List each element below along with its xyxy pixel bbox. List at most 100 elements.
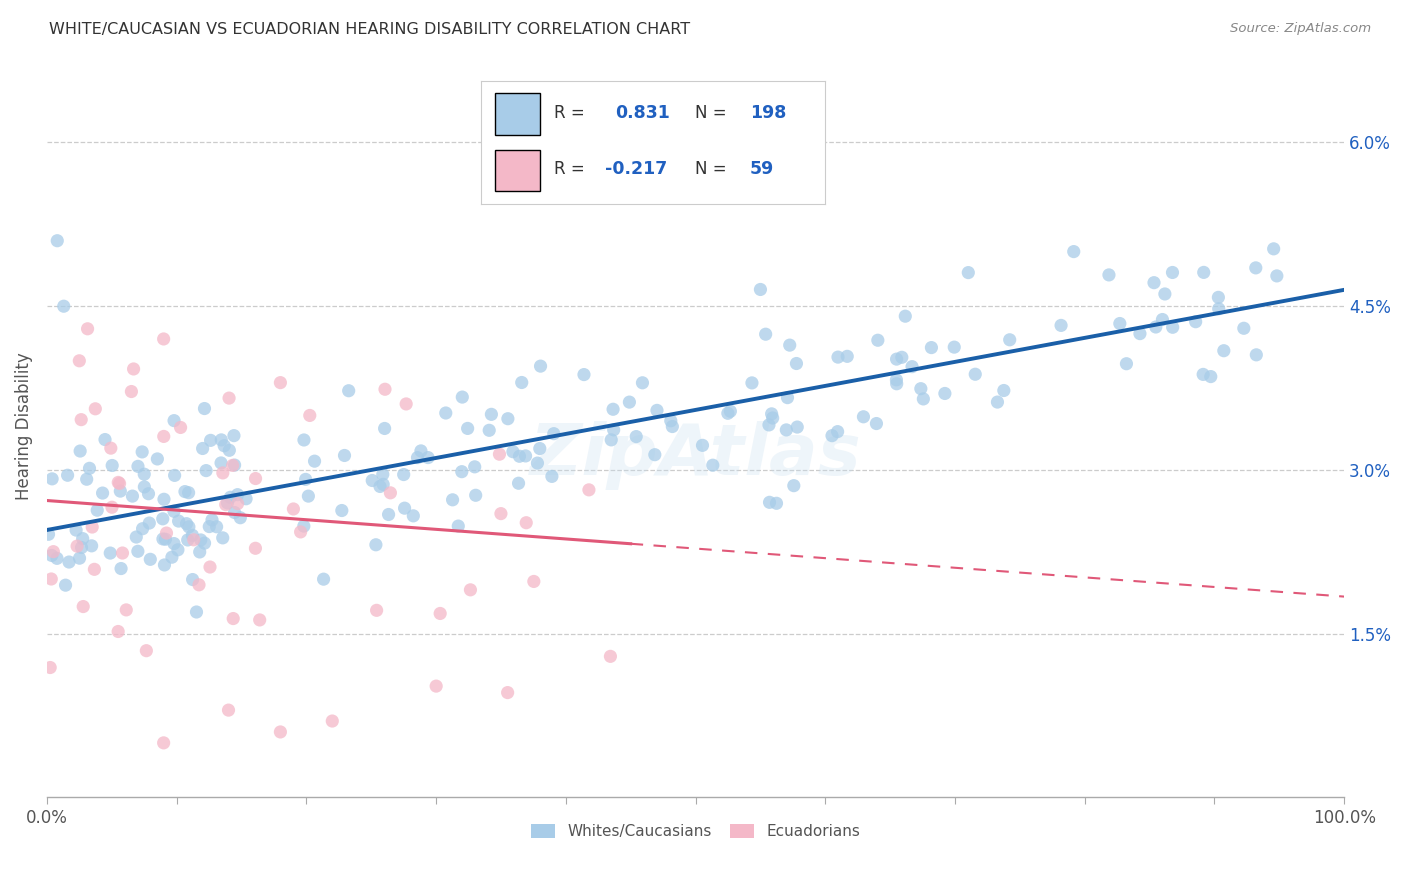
Point: [41, 549, 63, 563]
Point: [183, 533, 205, 547]
Point: [82, 520, 104, 534]
Point: [155, 533, 177, 547]
Point: [181, 573, 204, 587]
Point: [115, 603, 138, 617]
Point: [1143, 276, 1166, 290]
Point: [366, 603, 388, 617]
Point: [1246, 348, 1268, 362]
Point: [1233, 321, 1256, 335]
Point: [135, 643, 157, 657]
Point: [489, 507, 512, 521]
Point: [993, 384, 1015, 398]
Point: [211, 466, 233, 480]
Point: [1050, 318, 1073, 333]
Point: [163, 504, 186, 518]
Point: [741, 376, 763, 390]
Point: [447, 519, 470, 533]
Legend: Whites/Caucasians, Ecuadorians: Whites/Caucasians, Ecuadorians: [524, 818, 866, 846]
Point: [894, 309, 917, 323]
Point: [70, 412, 93, 426]
Point: [692, 438, 714, 452]
Point: [176, 516, 198, 531]
Point: [425, 679, 447, 693]
Point: [163, 536, 186, 550]
Point: [134, 467, 156, 482]
Point: [160, 550, 183, 565]
Point: [249, 613, 271, 627]
Point: [125, 530, 148, 544]
Point: [479, 408, 502, 422]
Point: [434, 406, 457, 420]
Point: [191, 442, 214, 456]
Point: [488, 447, 510, 461]
Point: [661, 419, 683, 434]
Point: [464, 488, 486, 502]
Point: [1192, 265, 1215, 279]
Point: [441, 492, 464, 507]
Point: [139, 552, 162, 566]
Point: [337, 384, 360, 398]
Point: [229, 510, 252, 524]
Point: [69, 551, 91, 566]
Point: [127, 459, 149, 474]
Point: [1192, 368, 1215, 382]
Text: ZipAtlas: ZipAtlas: [530, 422, 862, 491]
Point: [39, 572, 62, 586]
Point: [380, 486, 402, 500]
Point: [153, 492, 176, 507]
Point: [1098, 268, 1121, 282]
Point: [215, 498, 238, 512]
Point: [890, 351, 912, 365]
Point: [152, 512, 174, 526]
Point: [644, 448, 666, 462]
Point: [1161, 320, 1184, 334]
Point: [1115, 357, 1137, 371]
Point: [496, 685, 519, 699]
Point: [69, 444, 91, 458]
Point: [138, 487, 160, 501]
Point: [167, 542, 190, 557]
Point: [86, 503, 108, 517]
Point: [226, 497, 249, 511]
Point: [508, 450, 530, 464]
Point: [110, 561, 132, 575]
Point: [169, 420, 191, 434]
Point: [177, 520, 200, 534]
Point: [298, 409, 321, 423]
Point: [578, 483, 600, 497]
Point: [174, 484, 197, 499]
Point: [108, 476, 131, 491]
Point: [120, 384, 142, 399]
Point: [269, 725, 291, 739]
Point: [198, 519, 221, 533]
Point: [1263, 242, 1285, 256]
Point: [222, 428, 245, 442]
Point: [245, 471, 267, 485]
Point: [429, 607, 451, 621]
Point: [1154, 287, 1177, 301]
Point: [409, 443, 432, 458]
Point: [779, 338, 801, 352]
Point: [245, 541, 267, 556]
Point: [402, 508, 425, 523]
Point: [1108, 317, 1130, 331]
Point: [218, 703, 240, 717]
Point: [821, 428, 844, 442]
Point: [195, 464, 218, 478]
Point: [837, 349, 859, 363]
Point: [786, 420, 808, 434]
Point: [209, 456, 232, 470]
Point: [886, 373, 908, 387]
Point: [198, 560, 221, 574]
Point: [76, 322, 98, 336]
Point: [177, 485, 200, 500]
Point: [755, 327, 778, 342]
Point: [163, 468, 186, 483]
Point: [111, 546, 134, 560]
Point: [515, 516, 537, 530]
Point: [107, 624, 129, 639]
Point: [510, 376, 533, 390]
Point: [290, 524, 312, 539]
Text: WHITE/CAUCASIAN VS ECUADORIAN HEARING DISABILITY CORRELATION CHART: WHITE/CAUCASIAN VS ECUADORIAN HEARING DI…: [49, 22, 690, 37]
Point: [177, 533, 200, 547]
